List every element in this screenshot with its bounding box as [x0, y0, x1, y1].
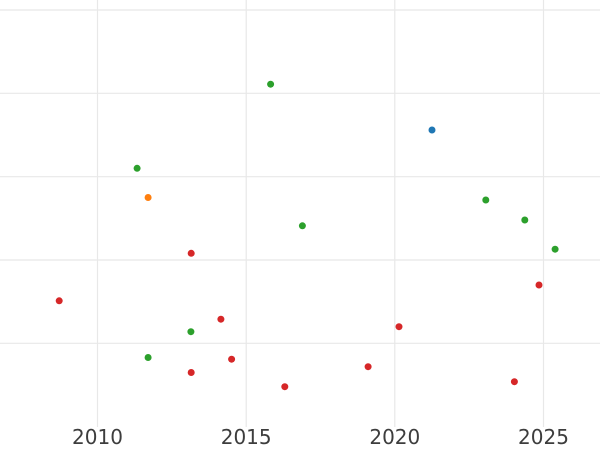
x-tick-label-2020: 2020 [369, 425, 420, 449]
data-point-red [55, 297, 63, 305]
data-point-green [298, 222, 306, 230]
x-tick-label-2015: 2015 [221, 425, 272, 449]
data-point-red [510, 378, 518, 386]
data-point-red [281, 383, 289, 391]
data-point-red [187, 249, 195, 257]
data-point-green [551, 245, 559, 253]
data-points [55, 80, 559, 391]
data-point-green [267, 80, 275, 88]
data-point-green [144, 354, 152, 361]
data-point-red [535, 281, 543, 289]
horizontal-gridlines [0, 9, 600, 344]
data-point-red [395, 323, 403, 331]
data-point-red [228, 355, 236, 363]
data-point-green [187, 328, 195, 336]
x-axis-tick-labels: 2010 2015 2020 2025 [72, 425, 569, 449]
data-point-green [521, 216, 529, 224]
x-tick-label-2010: 2010 [72, 425, 123, 449]
data-point-red [364, 363, 372, 371]
data-point-red [217, 315, 225, 323]
data-point-red [187, 369, 195, 376]
data-point-orange [144, 194, 152, 201]
data-point-green [482, 196, 490, 204]
data-point-green [133, 164, 141, 172]
x-tick-label-2025: 2025 [518, 425, 569, 449]
data-point-blue [428, 126, 436, 134]
vertical-gridlines [96, 0, 545, 427]
